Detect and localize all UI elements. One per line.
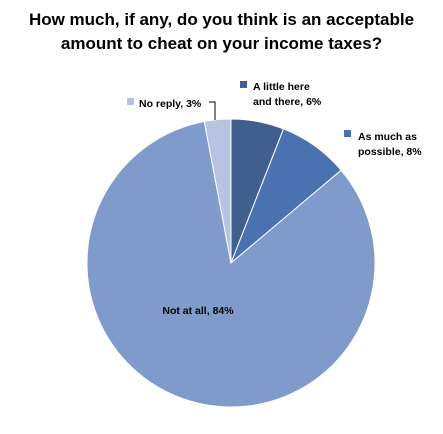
pie-label-as-much-as-possible-marker bbox=[344, 130, 351, 137]
pie-slices bbox=[86, 118, 376, 408]
pie-label-a-little-here-and-there-line-2: and there, 6% bbox=[253, 96, 322, 108]
pie-labels: A little here and there, 6% As much as poss… bbox=[127, 81, 422, 317]
pie-label-as-much-as-possible-line-1: As much as bbox=[358, 131, 417, 143]
pie-label-a-little-here-and-there-marker bbox=[240, 81, 247, 88]
chart-title: How much, if any, do you think is an acc… bbox=[29, 10, 414, 53]
pie-label-as-much-as-possible-line-2: possible, 8% bbox=[358, 146, 422, 158]
pie-slice-no-reply bbox=[203, 118, 232, 264]
pie-slice-not-at-all bbox=[86, 120, 376, 408]
pie-label-not-at-all-line-1: Not at all, 84% bbox=[162, 305, 234, 317]
pie-label-no-reply-line-1: No reply, 3% bbox=[139, 98, 202, 110]
chart-title-line-1: How much, if any, do you think is an acc… bbox=[29, 10, 414, 29]
chart-title-line-2: amount to cheat on your income taxes? bbox=[61, 34, 382, 53]
pie-label-a-little-here-and-there-line-1: A little here bbox=[253, 81, 310, 93]
pie-label-no-reply-leader-line bbox=[209, 101, 216, 120]
pie-label-no-reply-marker bbox=[127, 98, 134, 105]
